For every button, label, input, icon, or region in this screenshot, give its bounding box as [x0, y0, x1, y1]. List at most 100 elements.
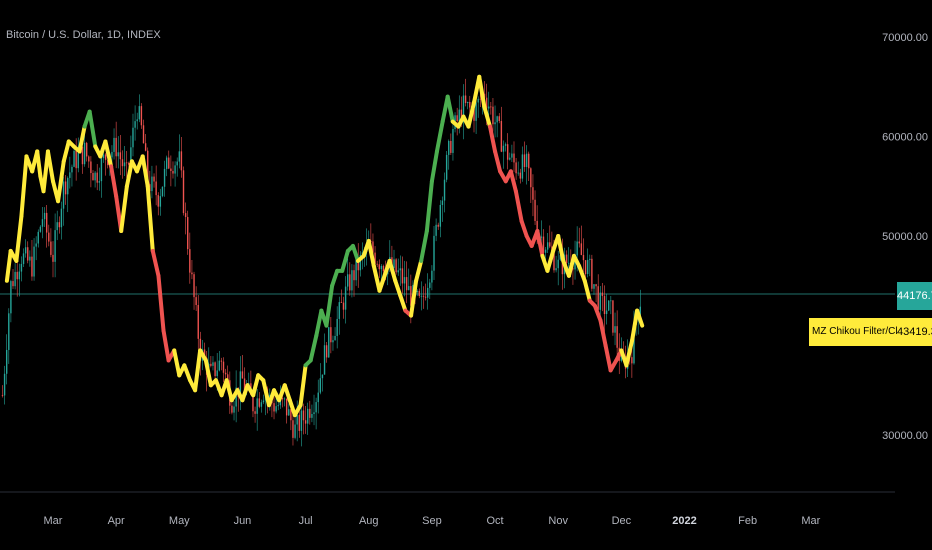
candle-body	[14, 271, 16, 287]
chikou-segment	[556, 234, 566, 263]
candle-body	[317, 392, 319, 403]
candle-body	[10, 281, 12, 314]
chikou-segment	[545, 248, 556, 273]
x-tick-label: Mar	[801, 515, 820, 527]
candle-body	[96, 172, 98, 183]
candle-body	[210, 363, 212, 366]
candle-body	[374, 252, 376, 264]
candle-body	[165, 157, 168, 169]
candle-body	[328, 327, 330, 358]
candle-body	[323, 345, 326, 375]
candle-body	[456, 115, 458, 122]
time-axis[interactable]: Mar Apr May Jun Jul Aug Sep Oct Nov Dec 2022 Feb Mar	[44, 515, 821, 527]
candle-body	[81, 146, 84, 165]
candle-body	[241, 371, 244, 379]
candle-body	[41, 219, 44, 227]
candle-body	[582, 254, 585, 261]
y-tick-label: 60000.00	[882, 132, 928, 144]
candle-body	[43, 212, 46, 220]
candle-body	[603, 296, 606, 315]
chikou-segment	[424, 179, 434, 234]
candle-body	[347, 274, 349, 287]
chikou-segment	[298, 363, 308, 408]
chikou-filter-line	[4, 74, 645, 418]
candle-body	[172, 171, 174, 174]
candle-body	[262, 400, 265, 403]
candle-body	[521, 154, 524, 179]
chikou-segment	[519, 219, 529, 238]
candle-body	[85, 142, 88, 157]
candle-body	[330, 327, 332, 343]
chikou-segment	[371, 263, 382, 293]
candle-body	[542, 236, 545, 253]
candle-body	[189, 249, 191, 273]
candle-body	[20, 263, 23, 272]
chikou-segment	[350, 243, 361, 263]
x-tick-label: May	[169, 515, 190, 527]
x-tick-label: Aug	[359, 515, 379, 527]
chikou-segment	[398, 293, 408, 313]
candle-body	[349, 274, 351, 291]
chikou-segment	[140, 154, 150, 189]
candle-body	[498, 116, 500, 122]
candle-body	[258, 398, 260, 407]
candle-body	[605, 310, 608, 315]
candle-body	[393, 259, 395, 268]
candle-body	[176, 161, 178, 166]
candle-body	[595, 284, 597, 287]
chikou-segment	[409, 278, 419, 318]
chikou-segment	[193, 348, 203, 393]
chikou-segment	[35, 149, 43, 179]
candle-body	[12, 281, 14, 287]
price-axis[interactable]: 70000.00 60000.00 50000.00 30000.00	[882, 32, 928, 442]
candle-body	[321, 374, 324, 379]
candle-body	[67, 177, 69, 195]
candle-body	[119, 152, 122, 160]
chikou-segment	[577, 263, 587, 283]
candle-body	[555, 268, 557, 271]
chikou-segment	[161, 328, 171, 363]
chikou-segment	[261, 378, 271, 408]
candle-body	[509, 157, 511, 160]
candle-body	[54, 230, 56, 262]
chikou-segment	[508, 169, 518, 194]
candle-body	[313, 412, 315, 414]
chikou-segment	[624, 338, 635, 368]
candle-body	[311, 413, 313, 418]
chikou-segment	[14, 214, 24, 263]
chikou-segment	[377, 273, 387, 293]
chikou-segment	[87, 109, 98, 149]
candle-body	[336, 318, 338, 336]
candle-body	[441, 200, 444, 205]
x-tick-label: Dec	[612, 515, 632, 527]
candle-body	[506, 144, 509, 160]
chikou-segment	[630, 308, 640, 343]
chikou-segment	[387, 258, 398, 283]
candle-body	[285, 398, 288, 416]
candle-body	[540, 236, 543, 238]
candle-body	[113, 137, 115, 152]
candle-body	[452, 128, 454, 153]
candle-body	[488, 106, 490, 109]
candle-body	[565, 254, 568, 264]
candle-body	[437, 224, 439, 227]
candle-body	[355, 257, 357, 281]
chikou-segment	[493, 149, 503, 174]
candle-body	[231, 405, 233, 413]
candle-body	[216, 370, 218, 377]
candle-body	[212, 362, 214, 366]
candle-body	[159, 196, 162, 207]
candle-body	[557, 259, 559, 269]
candle-body	[422, 295, 425, 297]
candle-body	[27, 247, 29, 261]
candle-body	[50, 241, 52, 255]
candle-body	[523, 154, 526, 167]
candle-body	[302, 410, 305, 421]
candle-body	[357, 257, 359, 271]
candle-body	[599, 292, 601, 310]
candle-body	[340, 302, 343, 303]
candle-body	[275, 406, 277, 412]
candle-body	[325, 345, 328, 358]
candle-body	[359, 254, 362, 271]
